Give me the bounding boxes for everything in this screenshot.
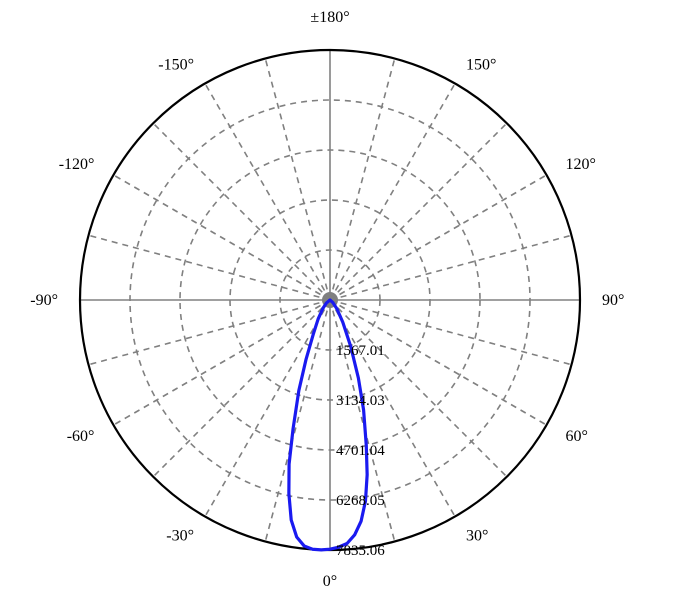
polar-chart: 1567.01 3134.03 4701.04 6268.05 7835.06 ±180°…	[0, 0, 677, 605]
radial-tick-label: 3134.03	[336, 393, 385, 409]
angle-tick-label: -30°	[166, 528, 194, 545]
angle-tick-label: -90°	[30, 292, 58, 309]
angle-tick-label: 60°	[566, 428, 588, 445]
angle-tick-label: -60°	[67, 428, 95, 445]
angle-tick-label: -150°	[158, 56, 194, 73]
angle-tick-label: 150°	[466, 56, 496, 73]
radial-tick-label: 7835.06	[336, 543, 385, 559]
angle-tick-label: ±180°	[310, 9, 349, 26]
angle-tick-label: 30°	[466, 528, 488, 545]
angle-tick-label: 90°	[602, 292, 624, 309]
angle-tick-label: 0°	[323, 573, 337, 590]
radial-tick-label: 1567.01	[336, 343, 385, 359]
angle-tick-label: -120°	[59, 156, 95, 173]
radial-tick-label: 4701.04	[336, 443, 385, 459]
angle-tick-label: 120°	[566, 156, 596, 173]
radial-tick-label: 6268.05	[336, 493, 385, 509]
